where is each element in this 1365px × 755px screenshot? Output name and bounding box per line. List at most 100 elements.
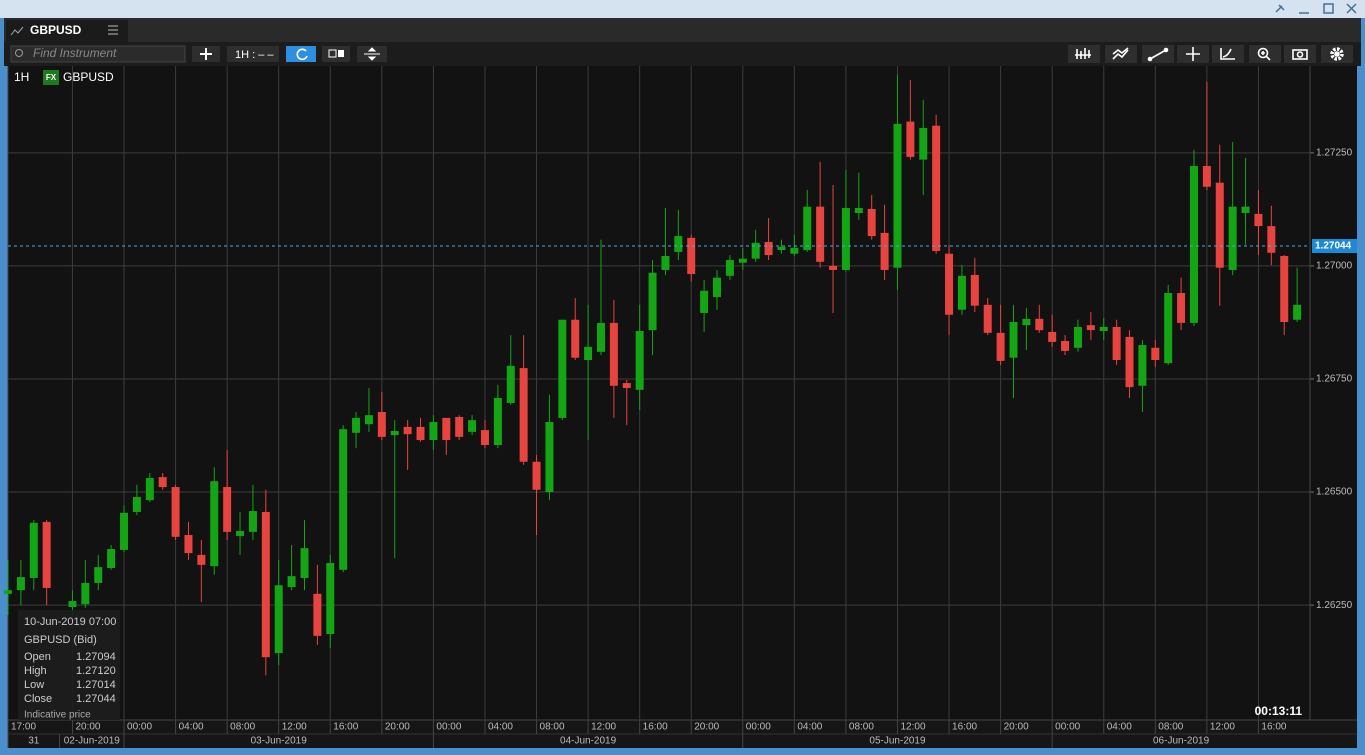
candle-body xyxy=(751,242,760,259)
candle-body xyxy=(132,497,141,512)
x-tick-label: 00:00 xyxy=(127,722,152,733)
candle-body xyxy=(970,274,979,306)
x-tick-label: 20:00 xyxy=(75,722,100,733)
candle-body xyxy=(81,582,90,605)
candle-body xyxy=(184,535,193,554)
candle-body xyxy=(919,127,928,160)
candle-body xyxy=(867,208,876,237)
y-tick-label: 1.27000 xyxy=(1316,261,1353,272)
x-tick-label: 00:00 xyxy=(436,722,461,733)
tool-button[interactable] xyxy=(1068,45,1100,63)
interval-button[interactable] xyxy=(227,46,279,62)
candle-body xyxy=(145,478,154,501)
candle-body xyxy=(854,208,863,213)
candle-body xyxy=(1022,318,1031,326)
candle-body xyxy=(29,522,38,578)
tab-title: GBPUSD xyxy=(30,23,82,37)
candle-body xyxy=(777,246,786,251)
candle-body xyxy=(1009,321,1018,358)
x-tick-label: 16:00 xyxy=(952,722,977,733)
candle-body xyxy=(1035,318,1044,331)
candle-body xyxy=(377,411,386,437)
candle-body xyxy=(816,206,825,262)
candle-body xyxy=(906,121,915,157)
candle-body xyxy=(635,331,644,390)
info-label: High xyxy=(24,665,47,677)
x-tick-label: 04:00 xyxy=(1107,722,1132,733)
tool-button[interactable] xyxy=(1284,45,1316,63)
pin-button[interactable] xyxy=(1275,4,1285,13)
tool-icons xyxy=(1075,47,1344,62)
x-tick-label: 12:00 xyxy=(282,722,307,733)
candle-body xyxy=(1202,165,1211,187)
layout-icon-fill xyxy=(338,50,344,57)
candle-body xyxy=(945,253,954,315)
candle-body xyxy=(932,125,941,251)
tool-button[interactable] xyxy=(1249,45,1281,63)
candle-body xyxy=(996,332,1005,361)
x-tick-label: 16:00 xyxy=(333,722,358,733)
badge: FX xyxy=(46,73,57,82)
candle-body xyxy=(300,548,309,578)
candle-body xyxy=(661,255,670,270)
candle-body xyxy=(519,368,528,462)
candle-body xyxy=(1189,165,1198,323)
x-tick-label: 04:00 xyxy=(179,722,204,733)
search-icon xyxy=(15,49,23,57)
x-tick-label: 16:00 xyxy=(1261,722,1286,733)
x-tick-label: 00:00 xyxy=(1055,722,1080,733)
candle-body xyxy=(493,397,502,446)
window-controls xyxy=(1275,3,1357,14)
x-tick-label: 12:00 xyxy=(591,722,616,733)
candle-body xyxy=(403,426,412,435)
close-button[interactable] xyxy=(1346,3,1357,14)
candle-body xyxy=(274,585,283,654)
candle-body xyxy=(158,477,167,488)
candle-body xyxy=(390,430,399,436)
candle-body xyxy=(622,383,631,389)
x-tick-label: 17:00 xyxy=(11,722,36,733)
candle-body xyxy=(1099,326,1108,332)
tab-menu[interactable] xyxy=(108,25,118,35)
candle-body xyxy=(558,319,567,418)
x-tick-label: 04:00 xyxy=(797,722,822,733)
day-label: 04-Jun-2019 xyxy=(560,736,617,747)
candle-body xyxy=(1215,182,1224,268)
candle-body xyxy=(171,487,180,537)
candle-body xyxy=(42,521,51,588)
candle-body xyxy=(352,417,361,433)
chart-interval: 1H xyxy=(14,70,29,84)
tool-button[interactable] xyxy=(1105,45,1137,63)
candle-body xyxy=(339,429,348,570)
search-box[interactable] xyxy=(10,45,186,63)
candle-body xyxy=(1073,326,1082,348)
title-strip xyxy=(0,0,1365,18)
last-price-label: 1.27044 xyxy=(1315,241,1352,252)
x-tick-label: 08:00 xyxy=(1158,722,1183,733)
info-date: 10-Jun-2019 07:00 xyxy=(24,616,116,628)
info-value: 1.27094 xyxy=(76,651,116,663)
candle-body xyxy=(442,417,451,441)
tab[interactable] xyxy=(6,20,128,42)
maximize-button[interactable] xyxy=(1323,3,1334,14)
candle-body xyxy=(223,487,232,532)
candle-body xyxy=(790,247,799,254)
candle-body xyxy=(764,241,773,256)
candle-body xyxy=(248,511,257,532)
candle-body xyxy=(16,577,25,591)
candle-body xyxy=(1267,226,1276,253)
candle-body xyxy=(326,563,335,635)
day-label: 06-Jun-2019 xyxy=(1153,736,1210,747)
candle-body xyxy=(1112,326,1121,360)
chart-instrument: GBPUSD xyxy=(63,70,114,84)
candle-body xyxy=(584,346,593,360)
info-value: 1.27044 xyxy=(76,693,116,705)
refresh-button[interactable] xyxy=(286,46,316,62)
candle-body xyxy=(1138,345,1147,386)
candle-body xyxy=(416,426,425,441)
candle-body xyxy=(94,567,103,583)
info-label: Close xyxy=(24,693,52,705)
candle-body xyxy=(1086,325,1095,331)
candle-body xyxy=(1241,206,1250,213)
